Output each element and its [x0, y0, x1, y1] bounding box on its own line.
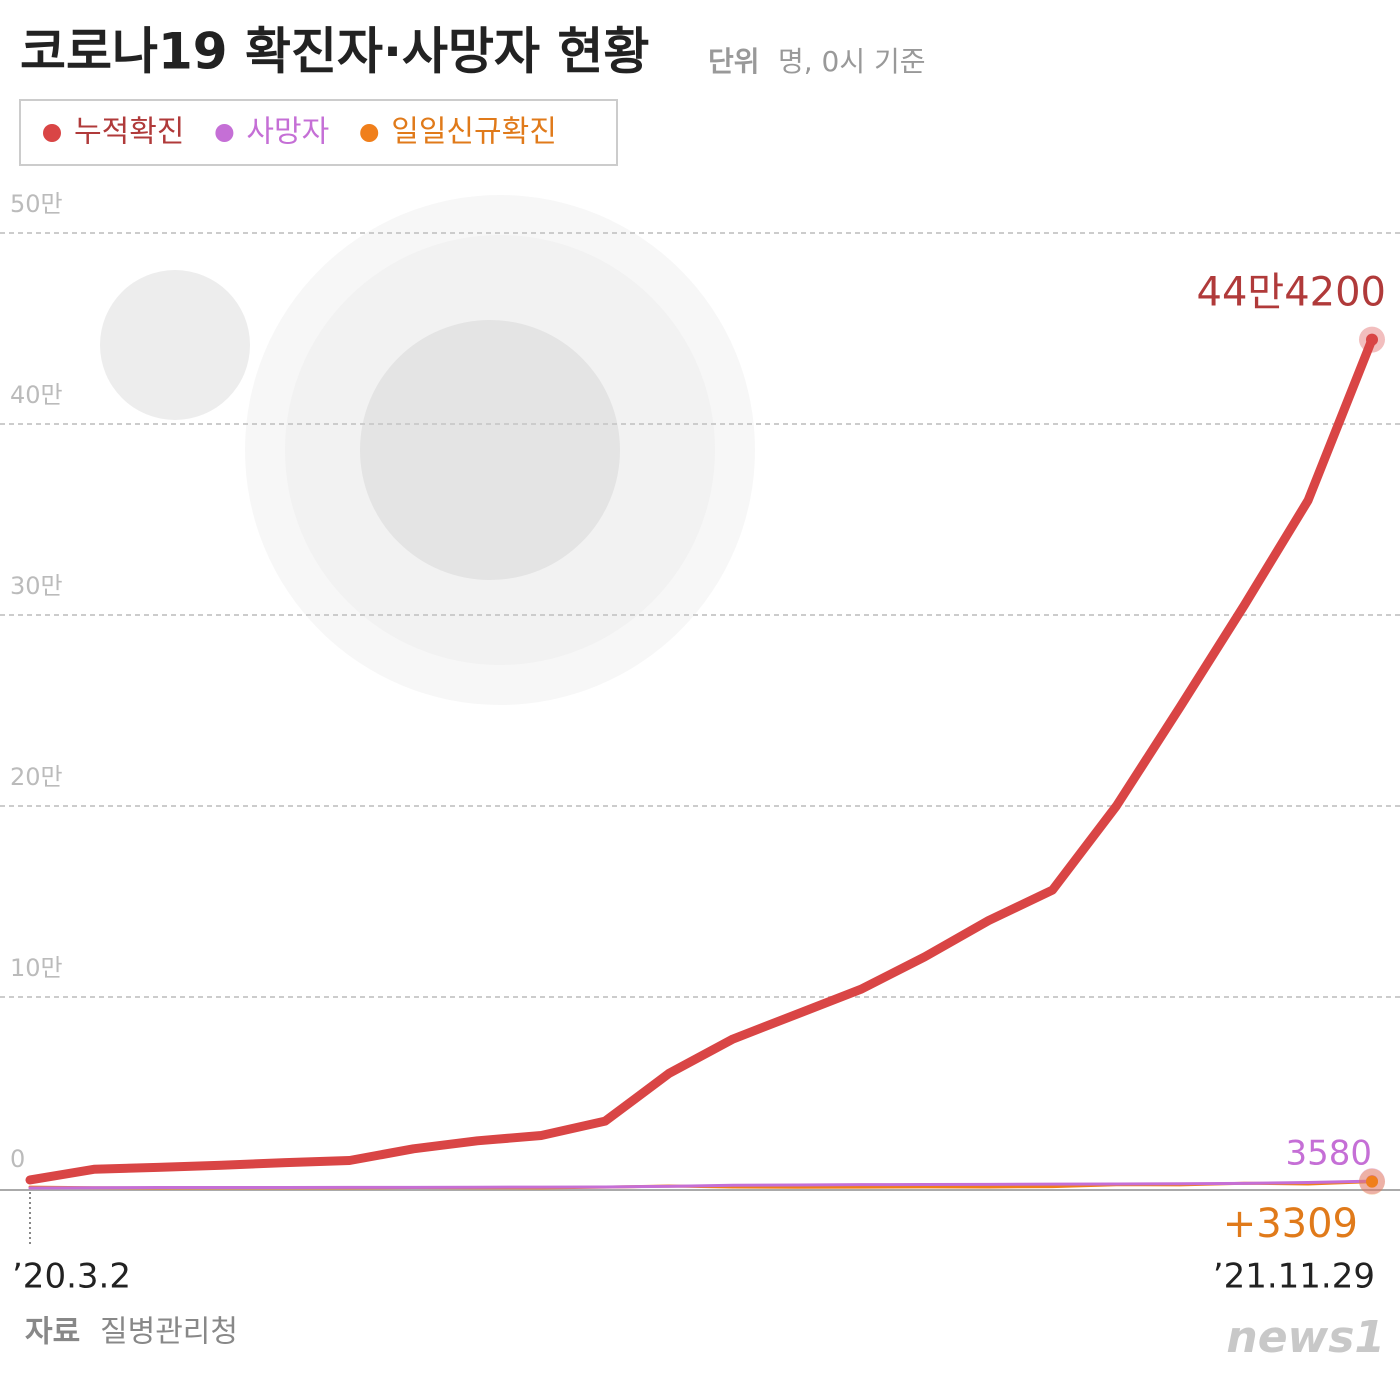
y-tick-label: 0 [10, 1145, 25, 1173]
legend-label: 일일신규확진 [391, 115, 557, 150]
source-label: 자료 [25, 1315, 80, 1350]
chart-title: 코로나19 확진자·사망자 현황 [20, 23, 649, 81]
data-label: +3309 [1223, 1201, 1358, 1247]
series-line [25, 335, 1377, 1185]
legend-dot [43, 124, 61, 142]
logo: news1 [1226, 1312, 1385, 1363]
legend-dot [215, 124, 234, 142]
end-point [1366, 333, 1378, 346]
y-tick-label: 20만 [10, 763, 63, 791]
y-tick-label: 50만 [10, 190, 63, 218]
unit: 명, 0시 기준 [778, 45, 926, 78]
legend-label: 사망자 [246, 115, 329, 150]
x-tick-label: ’20.3.2 [12, 1257, 131, 1297]
virus-decoration [100, 195, 755, 705]
y-tick-label: 40만 [10, 381, 63, 409]
legend-label: 누적확진 [74, 115, 184, 150]
end-point [1366, 1175, 1378, 1188]
legend-dot [360, 124, 379, 142]
data-label: 3580 [1285, 1134, 1372, 1174]
data-label: 44만4200 [1197, 270, 1387, 316]
y-tick-label: 10만 [10, 954, 63, 982]
x-tick-label: ’21.11.29 [1213, 1257, 1375, 1297]
series-line [28, 1179, 1374, 1190]
legend-box [19, 99, 618, 166]
unit-label: 단위 [708, 45, 760, 78]
source: 질병관리청 [100, 1315, 238, 1350]
y-tick-label: 30만 [10, 572, 63, 600]
